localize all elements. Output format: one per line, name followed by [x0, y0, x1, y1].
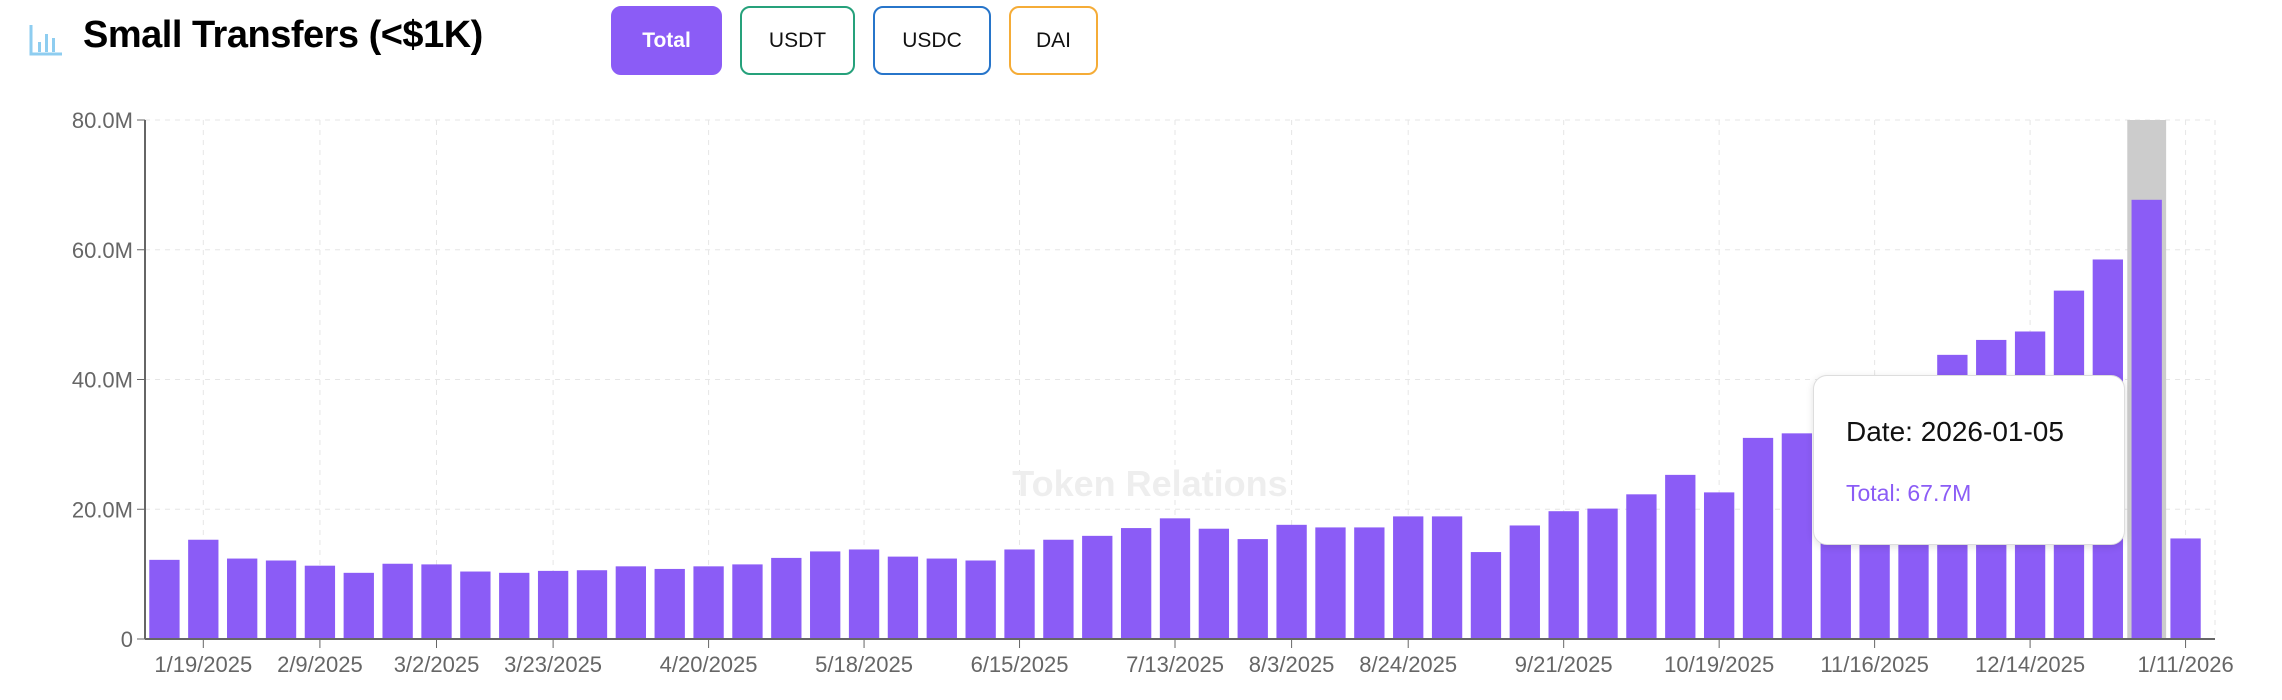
x-tick-label: 7/13/2025	[1126, 652, 1224, 677]
bar	[1276, 524, 1307, 639]
usdt-button[interactable]: USDT	[740, 6, 855, 75]
watermark: Token Relations	[1012, 463, 1287, 504]
bar	[615, 566, 647, 639]
bar	[1431, 516, 1463, 639]
total-button[interactable]: Total	[611, 6, 722, 75]
bar	[2131, 199, 2162, 639]
y-tick-label: 0	[121, 627, 133, 652]
bar	[2170, 538, 2201, 639]
x-tick-label: 6/15/2025	[971, 652, 1069, 677]
bar	[1315, 527, 1346, 639]
x-tick-label: 8/3/2025	[1249, 652, 1335, 677]
bar	[576, 570, 608, 639]
page-title: Small Transfers (<$1K)	[83, 14, 483, 56]
bar	[1354, 527, 1385, 639]
bar	[227, 558, 258, 639]
bar	[1393, 516, 1424, 639]
bar	[1043, 539, 1074, 639]
chart-tooltip: Date: 2026-01-05 Total: 67.7M	[1813, 375, 2125, 545]
bar	[537, 570, 569, 639]
y-tick-label: 40.0M	[72, 368, 133, 393]
tooltip-date: Date: 2026-01-05	[1846, 416, 2064, 447]
x-tick-label: 5/18/2025	[815, 652, 913, 677]
bar	[965, 560, 996, 639]
bar	[1587, 508, 1618, 639]
x-tick-label: 4/20/2025	[660, 652, 758, 677]
x-tick-label: 3/2/2025	[394, 652, 480, 677]
x-tick-label: 3/23/2025	[504, 652, 602, 677]
bar	[382, 563, 413, 639]
bar	[188, 539, 219, 639]
x-tick-label: 10/19/2025	[1664, 652, 1774, 677]
usdc-button[interactable]: USDC	[873, 6, 991, 75]
y-tick-label: 20.0M	[72, 497, 133, 522]
x-tick-label: 12/14/2025	[1975, 652, 2085, 677]
bar-chart-icon	[29, 25, 62, 56]
bar	[1548, 511, 1579, 639]
bar	[1082, 535, 1113, 639]
bar	[1004, 549, 1035, 639]
bar	[1626, 494, 1657, 639]
bar	[149, 559, 180, 639]
bar	[1237, 539, 1268, 639]
bar	[848, 549, 880, 639]
bar	[810, 551, 841, 639]
x-tick-label: 9/21/2025	[1515, 652, 1613, 677]
bar	[1703, 492, 1735, 639]
bar	[343, 572, 374, 639]
bar	[499, 572, 530, 639]
bar	[887, 556, 919, 639]
x-tick-label: 1/11/2026	[2137, 652, 2233, 677]
bar	[732, 564, 763, 639]
bar	[1781, 433, 1813, 639]
bar	[1742, 437, 1774, 639]
x-tick-label: 11/16/2025	[1820, 652, 1928, 677]
x-tick-label: 2/9/2025	[277, 652, 363, 677]
bar	[693, 566, 724, 639]
bar	[654, 568, 685, 639]
y-tick-label: 80.0M	[72, 108, 133, 133]
bar	[265, 560, 297, 639]
bar	[1509, 525, 1540, 639]
bar	[926, 558, 957, 639]
dai-button[interactable]: DAI	[1009, 6, 1098, 75]
tooltip-value: Total: 67.7M	[1846, 480, 1972, 506]
bar	[1665, 474, 1696, 639]
bar	[1159, 518, 1191, 639]
bar	[1120, 528, 1152, 639]
bar	[304, 565, 336, 639]
x-tick-label: 1/19/2025	[154, 652, 252, 677]
bar	[421, 564, 452, 639]
bar	[771, 557, 802, 639]
chart-header: Small Transfers (<$1K) Total USDT USDC D…	[0, 0, 2282, 82]
y-tick-label: 60.0M	[72, 238, 133, 263]
x-tick-label: 8/24/2025	[1359, 652, 1457, 677]
bar	[460, 571, 491, 639]
bar	[1198, 528, 1230, 639]
bar	[1470, 552, 1502, 639]
